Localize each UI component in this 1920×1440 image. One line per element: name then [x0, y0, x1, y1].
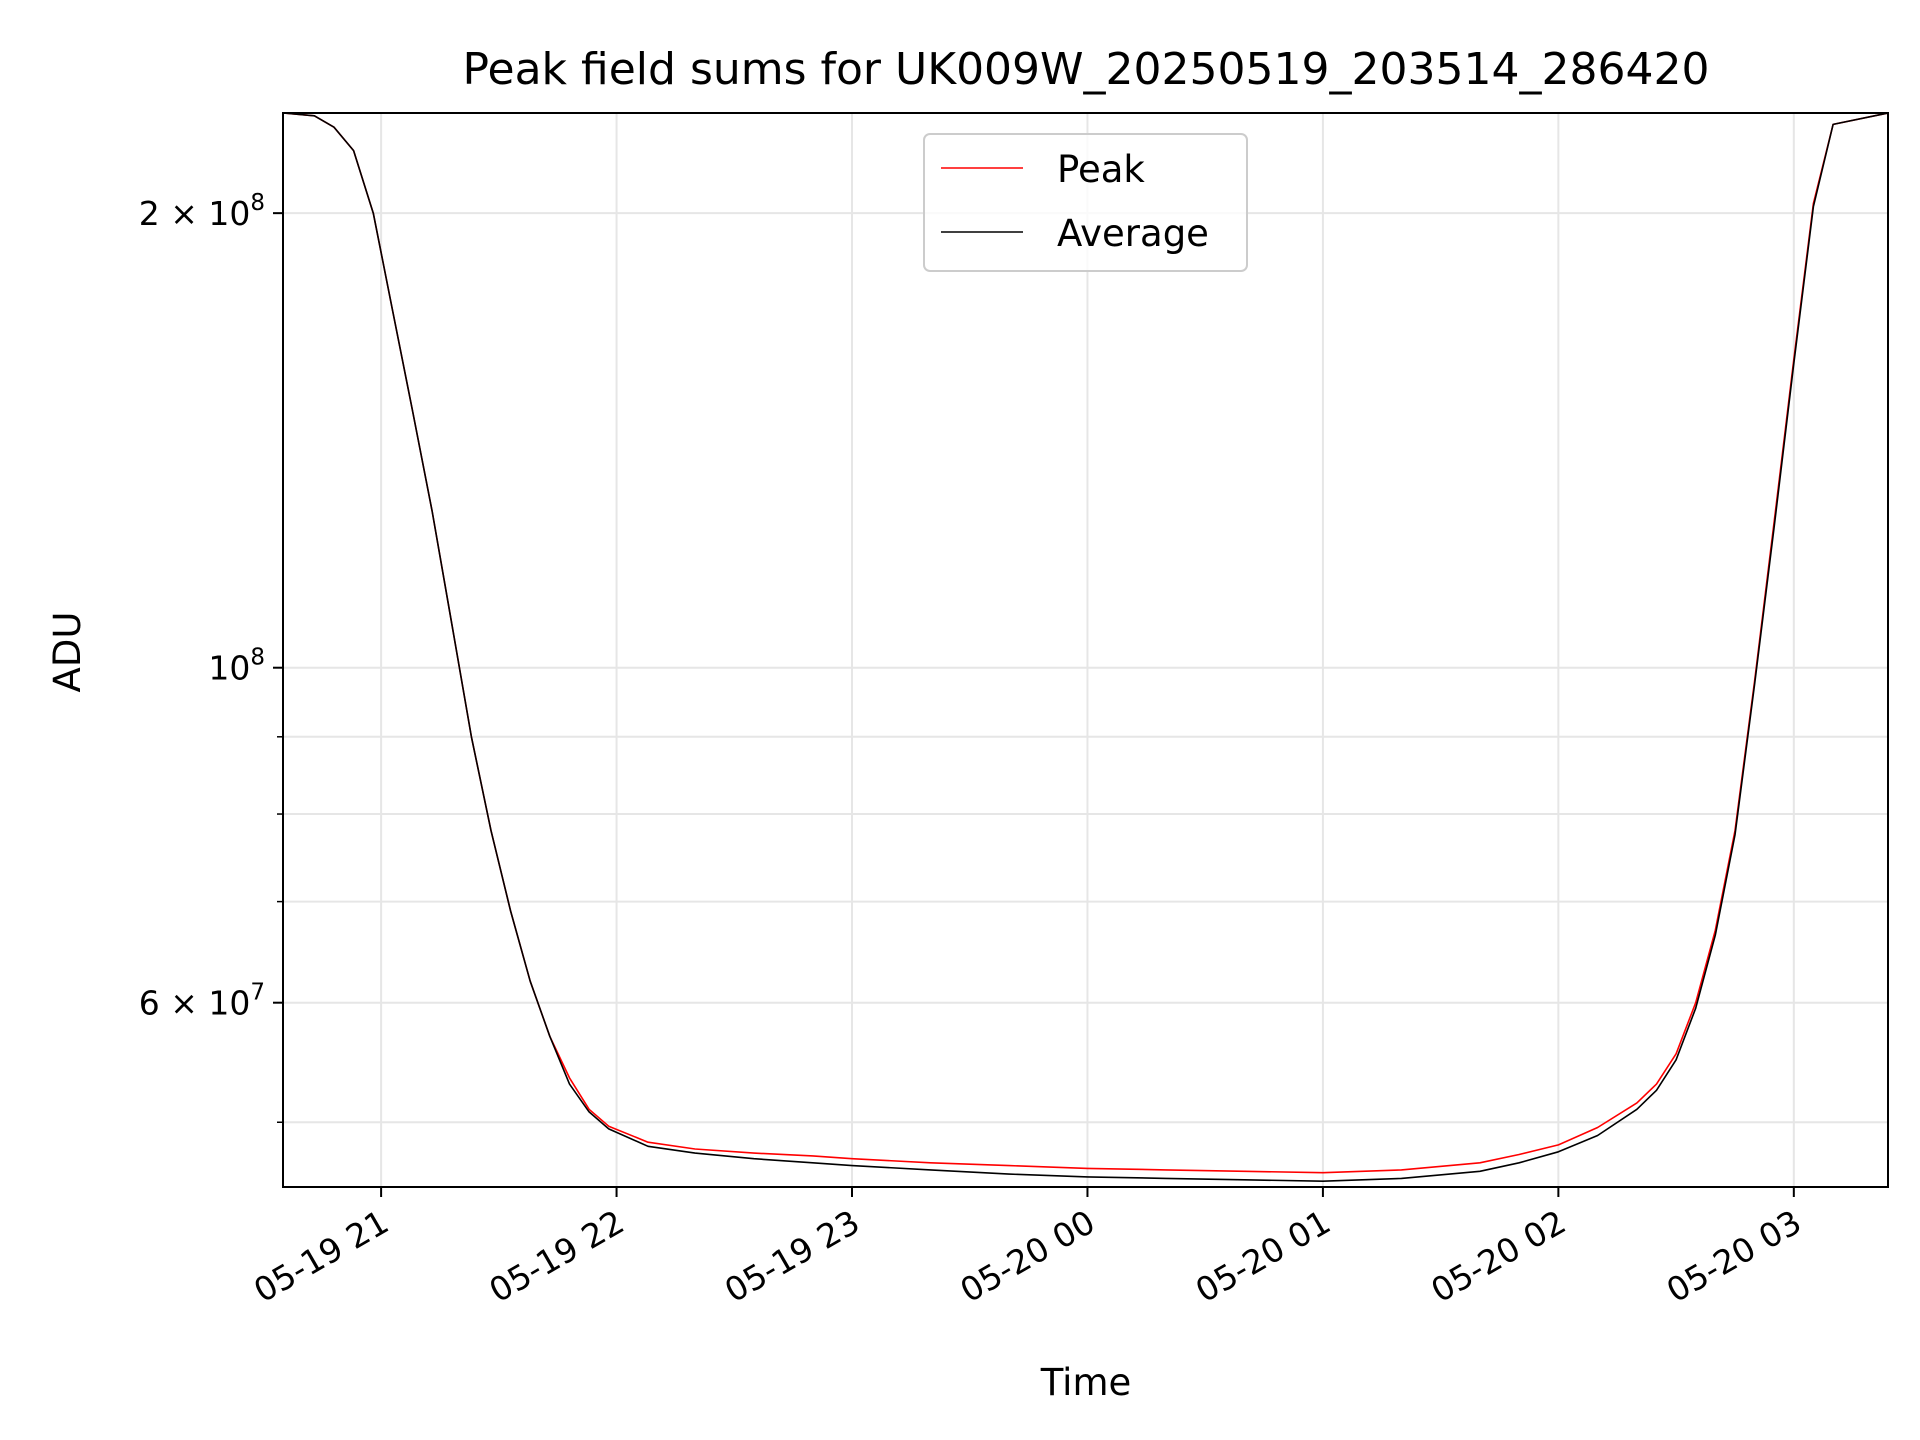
legend: Peak Average — [923, 133, 1248, 272]
y-tick-label: 108 — [208, 645, 265, 688]
grid — [283, 113, 1888, 1187]
x-axis-label: Time — [1040, 1361, 1132, 1404]
y-axis-label: ADU — [46, 612, 89, 693]
plot-frame — [282, 112, 1889, 1188]
series-layer — [283, 113, 1888, 1182]
legend-label-peak: Peak — [1057, 148, 1145, 191]
chart-title: Peak field sums for UK009W_20250519_2035… — [463, 44, 1710, 95]
x-tick-label: 05-20 02 — [1424, 1202, 1572, 1310]
x-tick-label: 05-19 23 — [718, 1202, 866, 1310]
x-tick-label: 05-19 21 — [247, 1202, 395, 1310]
y-tick-label: 6 × 107 — [139, 980, 265, 1023]
x-tick-label: 05-19 22 — [483, 1202, 631, 1310]
legend-label-average: Average — [1057, 212, 1209, 255]
series-line-average — [283, 113, 1888, 1182]
x-tick-label: 05-20 03 — [1660, 1202, 1808, 1310]
x-tick-label: 05-20 00 — [953, 1202, 1101, 1310]
y-tick-label: 2 × 108 — [139, 190, 265, 233]
x-tick-label: 05-20 01 — [1189, 1202, 1337, 1310]
